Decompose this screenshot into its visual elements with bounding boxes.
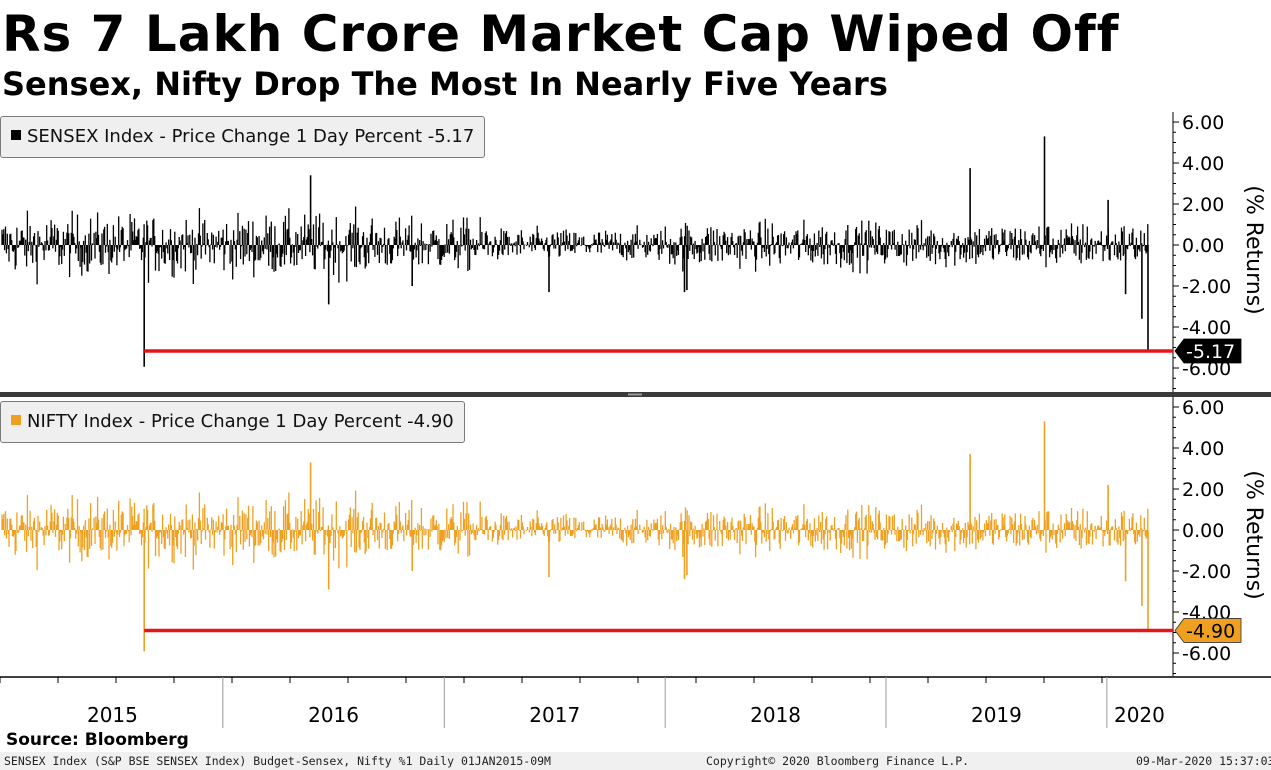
footer-copyright: Copyright© 2020 Bloomberg Finance L.P. [706,754,970,768]
last-value-tag [1174,618,1242,643]
y-axis-label: (% Returns) [1241,185,1266,315]
y-axis-label: (% Returns) [1241,470,1266,600]
footer-description: SENSEX Index (S&P BSE SENSEX Index) Budg… [4,754,551,768]
chart-title: Rs 7 Lakh Crore Market Cap Wiped Off [2,5,1120,63]
chart-subtitle: Sensex, Nifty Drop The Most In Nearly Fi… [2,65,888,103]
last-value-tag [1174,338,1242,364]
y-tick-label: 4.00 [1182,153,1224,175]
y-tick-label: -6.00 [1182,358,1231,380]
source-note: Source: Bloomberg [6,730,189,750]
x-tick-label: 2016 [308,703,359,727]
x-tick-label: 2015 [87,703,138,727]
y-tick-label: 6.00 [1182,397,1224,419]
y-tick-label: 2.00 [1182,479,1224,501]
y-tick-label: 2.00 [1182,194,1224,216]
last-value-label: -5.17 [1186,341,1235,363]
legend-nifty: NIFTY Index - Price Change 1 Day Percent… [0,401,465,443]
footer-timestamp: 09-Mar-2020 15:37:03 [1136,754,1271,768]
legend-label-nifty: NIFTY Index - Price Change 1 Day Percent… [27,411,454,432]
legend-swatch-nifty [11,415,21,425]
plot-area [0,112,1271,392]
x-axis-band [0,678,1271,730]
x-tick-label: 2017 [529,703,580,727]
y-tick-label: -4.00 [1182,317,1231,339]
y-tick-label: 6.00 [1182,112,1224,134]
legend-swatch-sensex [11,130,21,140]
y-tick-label: 4.00 [1182,438,1224,460]
chart-canvas: 6.00 4.00 2.00 0.00 -2.00 -4.00 -6.00 (% Return… [0,112,1271,730]
y-tick-label: 0.00 [1182,235,1224,257]
panel-divider-handle [628,393,642,396]
footer-bar [0,752,1271,770]
legend-label-sensex: SENSEX Index - Price Change 1 Day Percen… [27,126,475,147]
y-tick-label: -6.00 [1182,643,1231,665]
last-value-label: -4.90 [1186,620,1235,642]
x-tick-label: 2020 [1114,703,1165,727]
x-tick-label: 2019 [971,703,1022,727]
x-tick-label: 2018 [750,703,801,727]
legend-sensex: SENSEX Index - Price Change 1 Day Percen… [0,116,486,158]
y-tick-label: -2.00 [1182,561,1231,583]
y-tick-label: 0.00 [1182,520,1224,542]
y-tick-label: -2.00 [1182,276,1231,298]
